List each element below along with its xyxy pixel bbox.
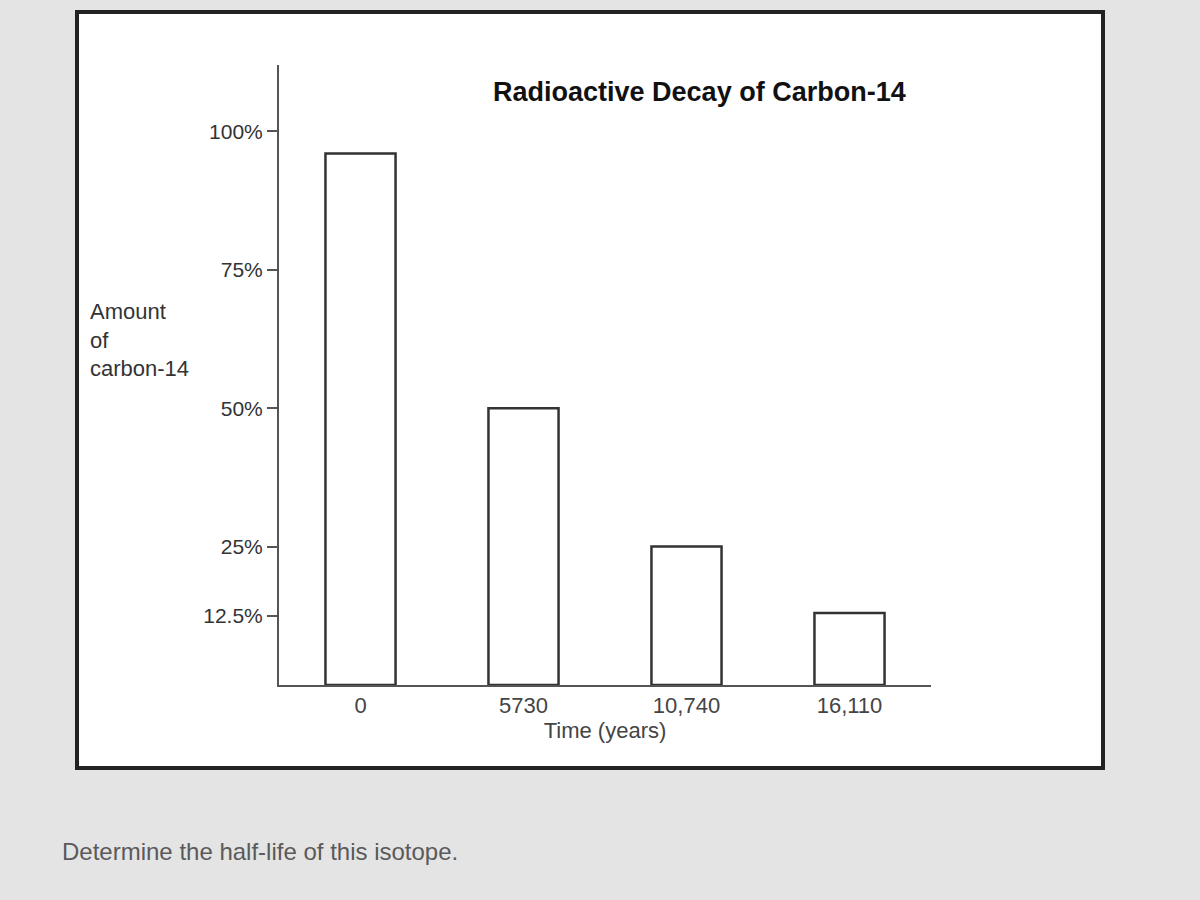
svg-text:0: 0 bbox=[354, 693, 366, 718]
svg-text:75%: 75% bbox=[221, 258, 263, 281]
svg-text:10,740: 10,740 bbox=[653, 693, 720, 718]
svg-text:Amountofcarbon-14: Amountofcarbon-14 bbox=[90, 299, 189, 381]
svg-text:25%: 25% bbox=[221, 535, 263, 558]
svg-text:16,110: 16,110 bbox=[817, 693, 883, 718]
html-text:Determine the half-life of thi: Determine the half-life of this isotope. bbox=[62, 838, 459, 865]
svg-text:50%: 50% bbox=[221, 397, 263, 420]
svg-text:12.5%: 12.5% bbox=[203, 604, 263, 627]
svg-text:Radioactive Decay of Carbon-14: Radioactive Decay of Carbon-14 bbox=[493, 77, 906, 107]
svg-text:5730: 5730 bbox=[499, 693, 548, 718]
svg-text:Time (years): Time (years) bbox=[544, 718, 667, 743]
svg-text:100%: 100% bbox=[209, 120, 263, 143]
